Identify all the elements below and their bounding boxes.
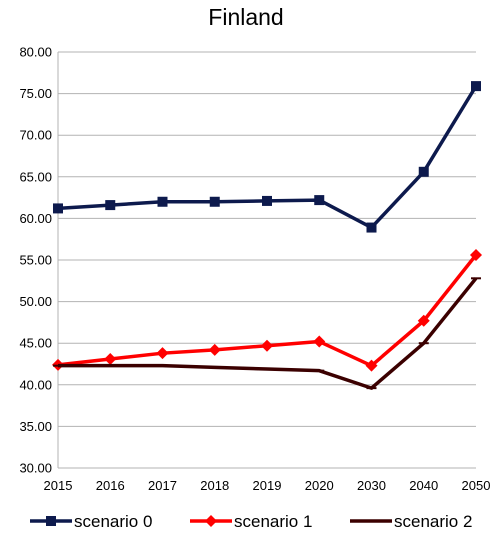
legend-item: scenario 0 (30, 512, 152, 531)
legend-swatch-marker (205, 515, 217, 527)
data-point (470, 249, 482, 262)
data-point (156, 347, 169, 360)
y-tick-label: 55.00 (19, 253, 52, 268)
y-tick-label: 70.00 (19, 128, 52, 143)
chart-title: Finland (208, 4, 284, 30)
data-point (157, 196, 168, 207)
x-tick-label: 2017 (148, 478, 177, 493)
x-tick-label: 2030 (357, 478, 386, 493)
x-tick-label: 2019 (253, 478, 282, 493)
data-point (313, 335, 326, 348)
data-point (365, 359, 378, 372)
data-point (417, 314, 430, 327)
y-tick-label: 30.00 (19, 461, 52, 476)
legend-label: scenario 2 (394, 512, 472, 531)
x-tick-label: 2015 (44, 478, 73, 493)
series-0 (53, 81, 481, 233)
data-point (261, 339, 273, 352)
y-tick-label: 80.00 (19, 45, 52, 60)
legend-swatch-marker (46, 516, 56, 526)
legend-label: scenario 1 (234, 512, 312, 531)
x-tick-label: 2018 (200, 478, 229, 493)
data-point (104, 353, 117, 366)
x-tick-label: 2016 (96, 478, 125, 493)
data-point (53, 203, 63, 214)
series-line (58, 277, 478, 390)
data-point (105, 200, 116, 211)
x-tick-label: 2050 (462, 478, 491, 493)
data-point (208, 343, 221, 356)
y-tick-label: 45.00 (19, 336, 52, 351)
y-tick-label: 60.00 (19, 211, 52, 226)
y-tick-label: 65.00 (19, 169, 52, 184)
y-tick-label: 50.00 (19, 294, 52, 309)
series-1 (52, 249, 482, 372)
legend-item: scenario 1 (190, 512, 312, 531)
series-2 (53, 277, 481, 390)
data-point (314, 195, 325, 206)
data-point (418, 166, 429, 177)
data-point (262, 195, 272, 206)
x-tick-label: 2020 (305, 478, 334, 493)
data-point (366, 222, 377, 233)
y-tick-label: 40.00 (19, 377, 52, 392)
y-tick-label: 75.00 (19, 86, 52, 101)
x-tick-label: 2040 (409, 478, 438, 493)
y-tick-label: 35.00 (19, 419, 52, 434)
series-line (57, 85, 478, 230)
data-point (471, 81, 481, 92)
legend-item: scenario 2 (350, 512, 472, 531)
legend-label: scenario 0 (74, 512, 152, 531)
data-point (209, 196, 220, 207)
